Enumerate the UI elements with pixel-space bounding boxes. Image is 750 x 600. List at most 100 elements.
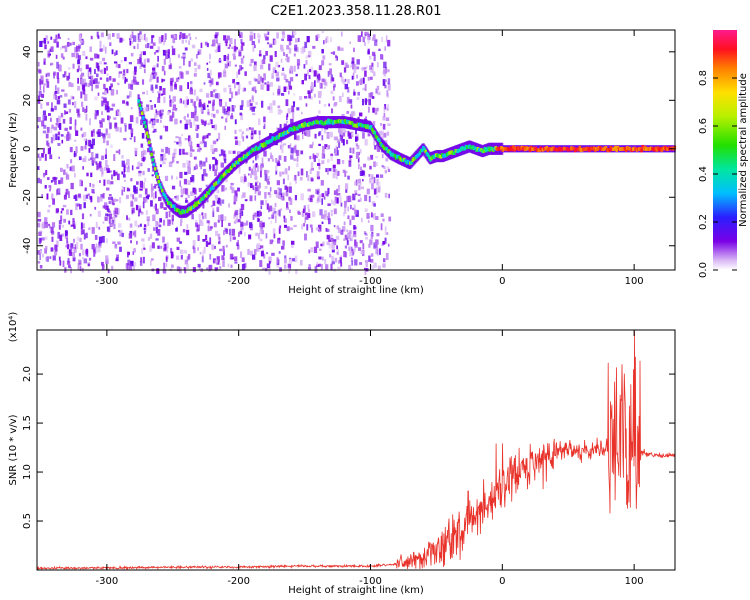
noise-speck: [79, 253, 81, 256]
noise-speck: [89, 258, 91, 261]
noise-speck: [49, 205, 51, 207]
noise-speck: [121, 155, 123, 159]
snr-y-label: SNR (10 * v/v): [8, 414, 19, 485]
noise-speck: [143, 150, 146, 155]
noise-speck: [224, 159, 226, 163]
noise-speck: [328, 218, 331, 224]
noise-speck: [221, 149, 224, 155]
ridge-point: [155, 172, 158, 176]
noise-speck: [194, 62, 197, 66]
noise-speck: [317, 190, 319, 194]
noise-speck: [270, 221, 272, 224]
noise-speck: [229, 229, 231, 236]
noise-speck: [270, 59, 273, 62]
noise-speck: [48, 113, 51, 116]
noise-speck: [48, 148, 51, 154]
noise-speck: [64, 136, 66, 139]
noise-speck: [235, 119, 237, 124]
noise-speck: [206, 63, 208, 65]
noise-speck: [170, 86, 173, 92]
noise-speck: [267, 263, 270, 268]
noise-speck: [258, 118, 260, 125]
noise-speck: [248, 173, 250, 175]
noise-speck: [100, 70, 102, 72]
noise-speck: [188, 40, 190, 45]
noise-speck: [327, 188, 329, 194]
noise-speck: [290, 216, 292, 221]
noise-speck: [51, 102, 53, 109]
noise-speck: [189, 119, 192, 125]
noise-speck: [382, 241, 385, 245]
noise-speck: [186, 230, 189, 235]
noise-speck: [107, 227, 110, 232]
noise-speck: [238, 84, 240, 90]
noise-speck: [81, 181, 83, 187]
noise-speck: [338, 228, 341, 234]
noise-speck: [322, 153, 324, 159]
noise-speck: [54, 179, 57, 185]
noise-speck: [38, 212, 41, 217]
noise-speck: [314, 70, 317, 76]
noise-speck: [47, 81, 50, 87]
noise-speck: [264, 192, 266, 199]
noise-speck: [282, 68, 284, 71]
noise-speck: [58, 116, 61, 123]
noise-speck: [334, 148, 337, 155]
noise-speck: [309, 145, 313, 149]
noise-speck: [283, 143, 286, 145]
noise-speck: [347, 240, 349, 245]
noise-speck: [353, 92, 355, 96]
noise-speck: [313, 214, 315, 216]
noise-speck: [88, 159, 90, 161]
noise-speck: [112, 104, 115, 107]
noise-speck: [281, 73, 285, 76]
noise-speck: [338, 185, 340, 192]
noise-speck: [252, 100, 254, 102]
noise-speck: [167, 242, 169, 248]
noise-speck: [239, 129, 243, 131]
noise-speck: [234, 256, 237, 261]
noise-speck: [93, 249, 96, 252]
noise-speck: [216, 82, 219, 86]
noise-speck: [82, 51, 85, 56]
noise-speck: [83, 90, 86, 95]
noise-speck: [290, 77, 293, 81]
noise-speck: [286, 121, 288, 123]
noise-speck: [365, 208, 368, 212]
noise-speck: [153, 193, 155, 200]
noise-speck: [91, 85, 93, 91]
noise-speck: [72, 218, 74, 221]
noise-speck: [184, 116, 186, 120]
noise-speck: [360, 78, 363, 84]
noise-speck: [205, 235, 207, 240]
noise-speck: [46, 35, 48, 40]
noise-speck: [319, 209, 322, 215]
noise-speck: [63, 261, 65, 267]
noise-speck: [200, 165, 202, 170]
noise-speck: [73, 64, 75, 69]
noise-speck: [195, 111, 197, 115]
noise-speck: [251, 130, 254, 134]
noise-speck: [298, 38, 300, 42]
noise-speck: [352, 132, 354, 135]
noise-speck: [287, 57, 290, 63]
noise-speck: [329, 254, 331, 258]
noise-speck: [38, 62, 40, 67]
noise-speck: [234, 196, 237, 202]
noise-speck: [111, 266, 113, 270]
noise-speck: [278, 106, 281, 109]
noise-speck: [277, 89, 280, 95]
noise-speck: [103, 137, 105, 143]
noise-speck: [386, 35, 388, 42]
noise-speck: [304, 64, 306, 69]
noise-speck: [157, 91, 159, 93]
noise-speck: [275, 62, 278, 67]
noise-speck: [228, 112, 230, 116]
noise-speck: [345, 79, 347, 82]
noise-speck: [271, 253, 275, 256]
noise-speck: [328, 71, 330, 77]
noise-speck: [334, 137, 338, 141]
noise-speck: [235, 130, 237, 134]
noise-speck: [387, 40, 390, 47]
noise-speck: [136, 117, 139, 124]
